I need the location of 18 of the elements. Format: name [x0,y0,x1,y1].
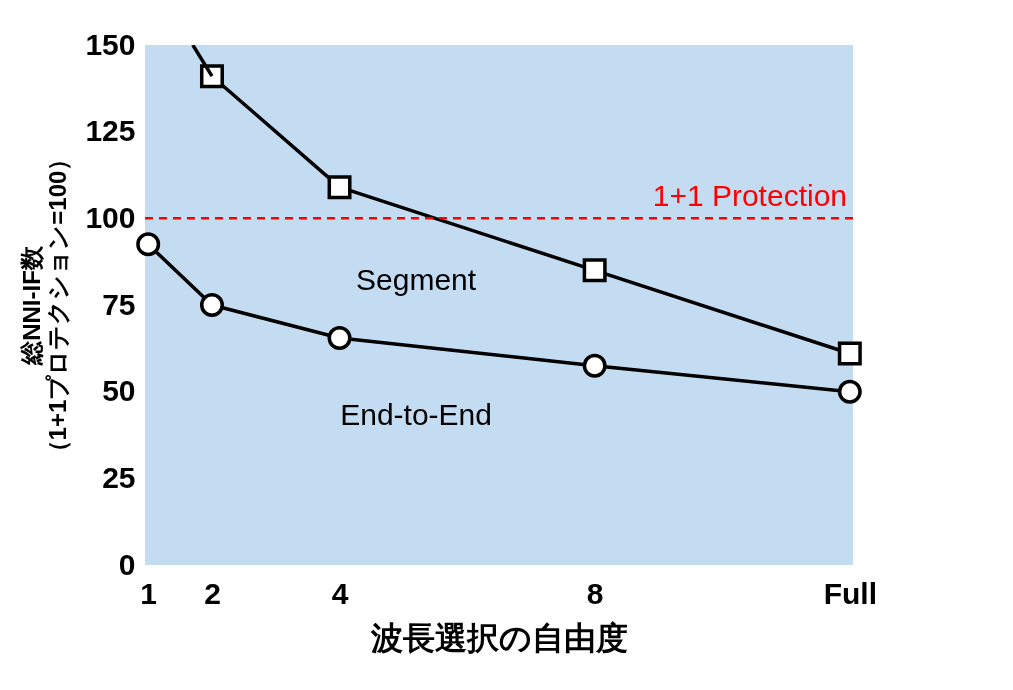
y-tick-label: 50 [102,374,136,408]
series-label: End-to-End [340,397,492,431]
y-tick-label: 25 [102,460,136,494]
x-tick-label: 8 [586,576,604,610]
y-tick-label: 0 [118,547,136,581]
x-tick-label: 4 [331,576,349,610]
y-tick-label: 125 [85,114,136,148]
x-axis-title: 波長選択の自由度 [370,619,628,656]
x-tick-label: 1 [140,576,158,610]
x-tick-label: Full [823,576,877,610]
y-tick-label: 100 [85,200,136,234]
text: （1+1プロテクション=100） [44,146,72,465]
series-label: Segment [356,263,477,297]
y-tick-label: 150 [85,27,136,61]
text: 総NNI-IF数 [18,246,46,365]
x-tick-label: 2 [204,576,221,610]
y-tick-label: 75 [102,287,136,321]
ref-line-label: 1+1 Protection [652,179,847,213]
